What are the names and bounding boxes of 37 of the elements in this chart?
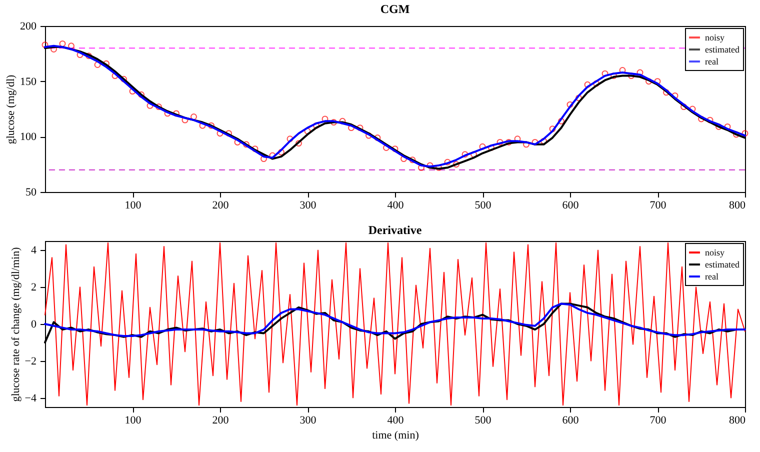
y-tick-label: 2 [31,282,36,294]
x-tick-label: 500 [474,414,492,426]
x-tick-label: 100 [124,414,142,426]
legend-label: estimated [705,260,740,270]
x-tick-label: 700 [650,414,667,426]
y-tick-label: 100 [20,131,37,144]
y-tick-label: 150 [20,76,37,88]
x-tick-label: 800 [729,200,746,212]
legend-label: noisy [705,248,726,258]
y-tick-label: 0 [31,318,37,330]
y-axis-title: glucose rate of change (mg/dl/min) [10,246,22,402]
y-tick-label: 200 [20,20,37,32]
x-axis-title: time (min) [372,430,420,442]
y-axis-title: glucose (mg/dl) [5,74,17,144]
x-tick-label: 200 [212,200,230,212]
y-tick-label: −2 [24,355,36,368]
x-tick-label: 800 [729,414,746,426]
x-tick-label: 300 [300,200,317,212]
y-tick-label: 50 [26,186,37,198]
x-tick-label: 100 [124,200,142,212]
x-tick-label: 400 [387,414,404,426]
line-series [44,302,746,337]
x-tick-label: 600 [562,414,580,426]
chart-title: CGM [380,2,410,16]
x-tick-label: 700 [650,200,667,212]
x-tick-label: 200 [212,414,230,426]
x-tick-label: 300 [300,414,317,426]
x-tick-label: 600 [562,200,580,212]
x-tick-label: 500 [474,200,492,212]
legend-label: real [705,272,719,282]
legend-label: real [705,56,719,66]
y-tick-label: 4 [31,244,37,257]
y-tick-label: −4 [24,392,37,404]
legend-label: estimated [705,44,740,54]
chart-title: Derivative [368,223,422,237]
legend-label: noisy [705,32,726,42]
x-tick-label: 400 [387,200,404,212]
